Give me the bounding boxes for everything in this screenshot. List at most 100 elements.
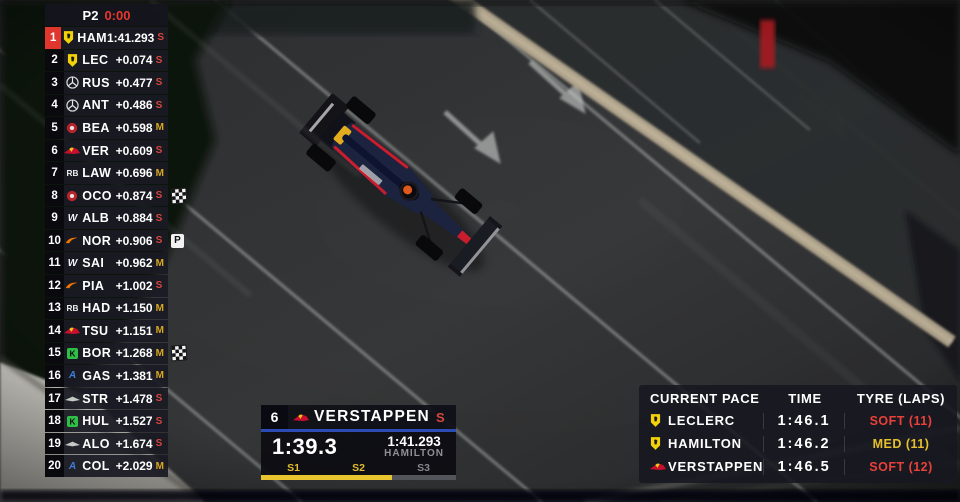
gap-time: +2.029: [115, 459, 153, 474]
tyre-compound-letter: S: [436, 409, 445, 425]
driver-abbr: ALO: [82, 436, 110, 451]
team-logo-redbull: [64, 146, 81, 155]
team-logo-racingbulls: RB: [64, 168, 80, 179]
driver-box-header: 6 VERSTAPPEN S: [261, 405, 456, 429]
tyre-compound-letter: M: [155, 325, 164, 337]
team-logo-redbull: [288, 413, 314, 422]
driver-abbr: ANT: [82, 98, 110, 113]
timing-row: 2 LEC +0.074 S: [45, 49, 168, 72]
driver-name: VERSTAPPEN: [314, 408, 430, 425]
tyre-compound-letter: M: [155, 122, 164, 134]
team-logo-alpine: A: [64, 461, 80, 472]
session-header: P2 0:00: [45, 4, 168, 26]
tyre-and-laps: MED (11): [872, 436, 930, 451]
timing-row: 9 W ALB +0.884 S: [45, 207, 168, 229]
gap-time: +1.527: [115, 414, 153, 429]
svg-text:K: K: [69, 417, 75, 426]
driver-abbr: HAD: [82, 301, 111, 316]
gap-time: +1.268: [115, 346, 153, 361]
tyre-column-header: TYRE (LAPS): [856, 391, 946, 406]
driver-abbr: LAW: [82, 166, 112, 181]
team-logo-ferrari: [64, 53, 80, 67]
gap-time: +0.074: [115, 53, 153, 68]
driver-abbr: OCO: [82, 188, 112, 203]
timing-row: 10 NOR +0.906 S P: [45, 229, 184, 252]
tyre-compound-letter: S: [155, 145, 163, 156]
driver-abbr: GAS: [82, 368, 111, 383]
reference-driver: HAMILTON: [384, 447, 444, 459]
tyre-compound-letter: M: [155, 370, 164, 382]
lap-time-area: 1:39.3 1:41.293 HAMILTON: [261, 432, 456, 462]
timing-row: 8 OCO +0.874 S: [45, 184, 188, 207]
position-number: 12: [45, 275, 65, 297]
timing-row: 17 STR +1.478 S: [45, 387, 168, 410]
position-number: 15: [45, 342, 65, 365]
tyre-compound-letter: M: [155, 302, 164, 314]
team-logo-astonmartin: [64, 395, 80, 403]
timing-row: 3 RUS +0.477 S: [45, 72, 168, 94]
gap-time: 1:41.293: [106, 30, 155, 45]
team-logo-ferrari: [61, 31, 75, 45]
team-logo-redbull: [64, 326, 81, 335]
tyre-compound-letter: S: [155, 54, 163, 66]
driver-abbr: PIA: [82, 278, 105, 293]
tyre-compound-letter: S: [155, 99, 163, 111]
team-logo-ferrari: [650, 437, 668, 450]
driver-abbr: SAI: [82, 256, 105, 271]
gap-time: +0.696: [115, 166, 153, 181]
pace-time: 1:46.1: [763, 412, 845, 429]
timing-row: 19 ALO +1.674 S: [45, 432, 168, 455]
driver-info-box: 6 VERSTAPPEN S 1:39.3 1:41.293 HAMILTON …: [261, 405, 456, 480]
position-number: 8: [45, 184, 65, 207]
tyre-compound-letter: M: [155, 167, 164, 179]
pit-indicator-icon: P: [171, 233, 184, 248]
pace-time: 1:46.5: [763, 458, 846, 475]
team-logo-alpine: A: [64, 370, 80, 381]
timing-row: 6 VER +0.609 S: [45, 139, 168, 162]
time-column-header: TIME: [788, 391, 822, 406]
current-lap-time: 1:39.3: [272, 434, 338, 459]
timing-row: 20 A COL +2.029 M: [45, 455, 168, 477]
checkered-flag-icon: [170, 344, 188, 362]
team-logo-williams: W: [64, 258, 80, 269]
timing-row: 5 BEA +0.598 M: [45, 117, 168, 139]
driver-abbr: HAM: [77, 30, 107, 45]
position-number: 3: [45, 72, 65, 94]
row-badge: [170, 344, 188, 362]
tyre-compound-letter: S: [155, 415, 163, 427]
tyre-compound-letter: M: [155, 257, 164, 269]
sector-label: S2: [352, 462, 365, 474]
gap-time: +1.151: [115, 323, 153, 338]
position-number: 19: [45, 432, 65, 455]
svg-text:K: K: [69, 349, 75, 358]
timing-row: 11 W SAI +0.962 M: [45, 252, 168, 275]
timing-row: 13 RB HAD +1.150 M: [45, 297, 168, 320]
position-number: 4: [45, 94, 65, 117]
position-number: 1: [45, 27, 62, 49]
driver-name: LECLERC: [668, 413, 735, 428]
team-logo-mercedes: [64, 99, 80, 112]
sector-label: S3: [417, 462, 430, 474]
driver-abbr: COL: [82, 459, 110, 474]
timing-row: 14 TSU +1.151 M: [45, 320, 168, 342]
tyre-compound-letter: M: [155, 460, 164, 472]
gap-time: +1.150: [115, 301, 153, 316]
position-number: 7: [45, 162, 65, 184]
team-logo-haas: [64, 190, 80, 202]
position-number: 16: [45, 365, 65, 387]
gap-time: +1.002: [115, 278, 153, 293]
session-clock: 0:00: [104, 7, 131, 23]
timing-row: 16 A GAS +1.381 M: [45, 365, 168, 387]
svg-text:A: A: [68, 370, 76, 381]
team-logo-mclaren: [64, 236, 80, 245]
driver-abbr: NOR: [82, 233, 112, 248]
team-logo-sauber: K: [64, 415, 80, 427]
tyre-compound-letter: S: [155, 280, 163, 292]
position-number: 18: [45, 410, 65, 432]
tyre-compound-letter: S: [155, 235, 163, 247]
gap-time: +0.598: [115, 120, 153, 135]
team-logo-mercedes: [64, 76, 80, 90]
checkered-flag-icon: [170, 187, 188, 205]
reference-time: 1:41.293: [387, 433, 441, 449]
reference-block: 1:41.293 HAMILTON: [384, 433, 456, 460]
